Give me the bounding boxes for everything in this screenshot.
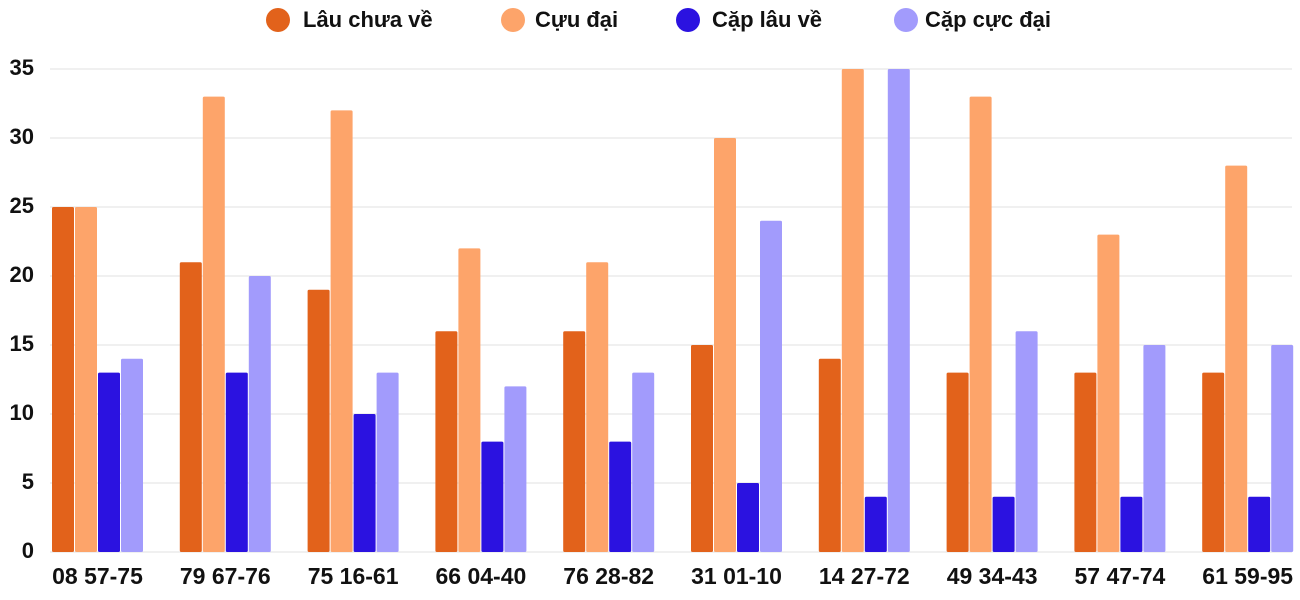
bar: [1271, 345, 1294, 552]
legend-label: Cặp lâu về: [712, 7, 822, 32]
y-tick-label: 15: [10, 331, 34, 356]
bar: [1097, 234, 1120, 552]
bar: [75, 207, 97, 552]
bar: [1074, 372, 1097, 552]
bar: [435, 331, 458, 552]
bar: [376, 372, 399, 552]
x-tick-label: 66 04-40: [435, 563, 526, 589]
bar: [225, 372, 248, 552]
bar: [98, 372, 120, 552]
y-tick-label: 30: [10, 124, 34, 149]
bar: [202, 96, 225, 552]
y-tick-label: 0: [22, 538, 34, 563]
bar: [1120, 496, 1143, 552]
bar: [841, 69, 864, 552]
bar: [121, 358, 143, 552]
bar: [691, 345, 713, 552]
x-tick-label: 14 27-72: [819, 563, 910, 589]
legend-marker: [894, 8, 918, 32]
bar: [864, 496, 887, 552]
legend-label: Cựu đại: [535, 7, 618, 32]
bar: [458, 248, 481, 552]
bar: [307, 289, 330, 552]
legend-label: Cặp cực đại: [925, 7, 1051, 32]
bar: [481, 441, 504, 552]
y-tick-label: 35: [10, 55, 34, 80]
bar: [1143, 345, 1166, 552]
x-tick-label: 79 67-76: [180, 563, 271, 589]
x-tick-label: 76 28-82: [563, 563, 654, 589]
x-tick-label: 08 57-75: [52, 563, 143, 589]
x-tick-label: 49 34-43: [947, 563, 1038, 589]
bar: [1225, 165, 1248, 552]
bar: [760, 220, 782, 553]
bar: [353, 414, 376, 552]
y-tick-label: 20: [10, 262, 34, 287]
bar: [714, 138, 736, 552]
bar: [179, 262, 202, 552]
bar: [248, 276, 271, 552]
bar: [609, 441, 632, 552]
bar: [504, 386, 527, 552]
bar: [1248, 496, 1271, 552]
x-tick-label: 31 01-10: [691, 563, 782, 589]
bar: [887, 69, 910, 552]
legend-marker: [501, 8, 525, 32]
y-tick-label: 10: [10, 400, 34, 425]
bar: [52, 207, 74, 552]
legend-marker: [266, 8, 290, 32]
bar: [1015, 331, 1038, 552]
x-tick-label: 57 47-74: [1074, 563, 1165, 589]
bar: [737, 483, 759, 552]
bar: [330, 110, 353, 553]
bar: [586, 262, 609, 552]
y-tick-label: 25: [10, 193, 34, 218]
legend-label: Lâu chưa về: [303, 7, 433, 32]
x-tick-label: 75 16-61: [308, 563, 399, 589]
bar: [563, 331, 586, 552]
bar: [1202, 372, 1225, 552]
bar: [969, 96, 992, 552]
bar: [632, 372, 655, 552]
bar: [946, 372, 969, 552]
bar: [818, 358, 841, 552]
bar: [992, 496, 1015, 552]
y-tick-label: 5: [22, 469, 34, 494]
legend-marker: [676, 8, 700, 32]
x-tick-label: 61 59-95: [1202, 563, 1293, 589]
